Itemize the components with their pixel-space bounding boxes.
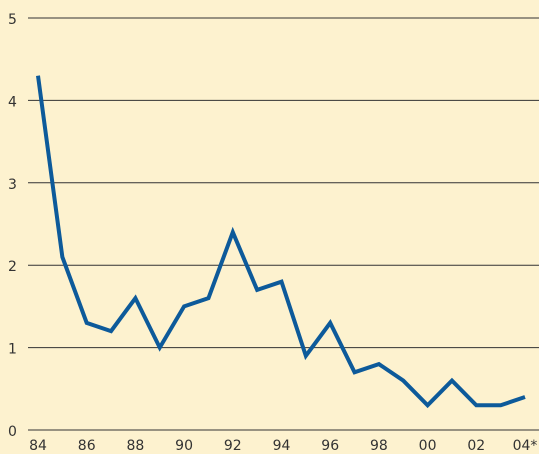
y-tick-label: 3 — [8, 177, 17, 193]
x-tick-label: 84 — [29, 438, 47, 454]
x-tick-label: 90 — [175, 438, 193, 454]
x-tick-label: 98 — [370, 438, 388, 454]
x-tick-label: 86 — [78, 438, 96, 454]
x-tick-label: 94 — [273, 438, 291, 454]
x-tick-label: 96 — [321, 438, 339, 454]
x-tick-label: 02 — [467, 438, 485, 454]
x-tick-label: 04* — [513, 438, 538, 454]
x-tick-label: 88 — [126, 438, 144, 454]
x-tick-label: 00 — [419, 438, 437, 454]
y-tick-label: 5 — [8, 12, 17, 28]
y-tick-label: 0 — [8, 424, 17, 440]
x-tick-label: 92 — [224, 438, 242, 454]
y-tick-label: 1 — [8, 342, 17, 358]
y-tick-label: 2 — [8, 259, 17, 275]
y-tick-label: 4 — [8, 94, 17, 110]
data-line — [36, 75, 526, 409]
